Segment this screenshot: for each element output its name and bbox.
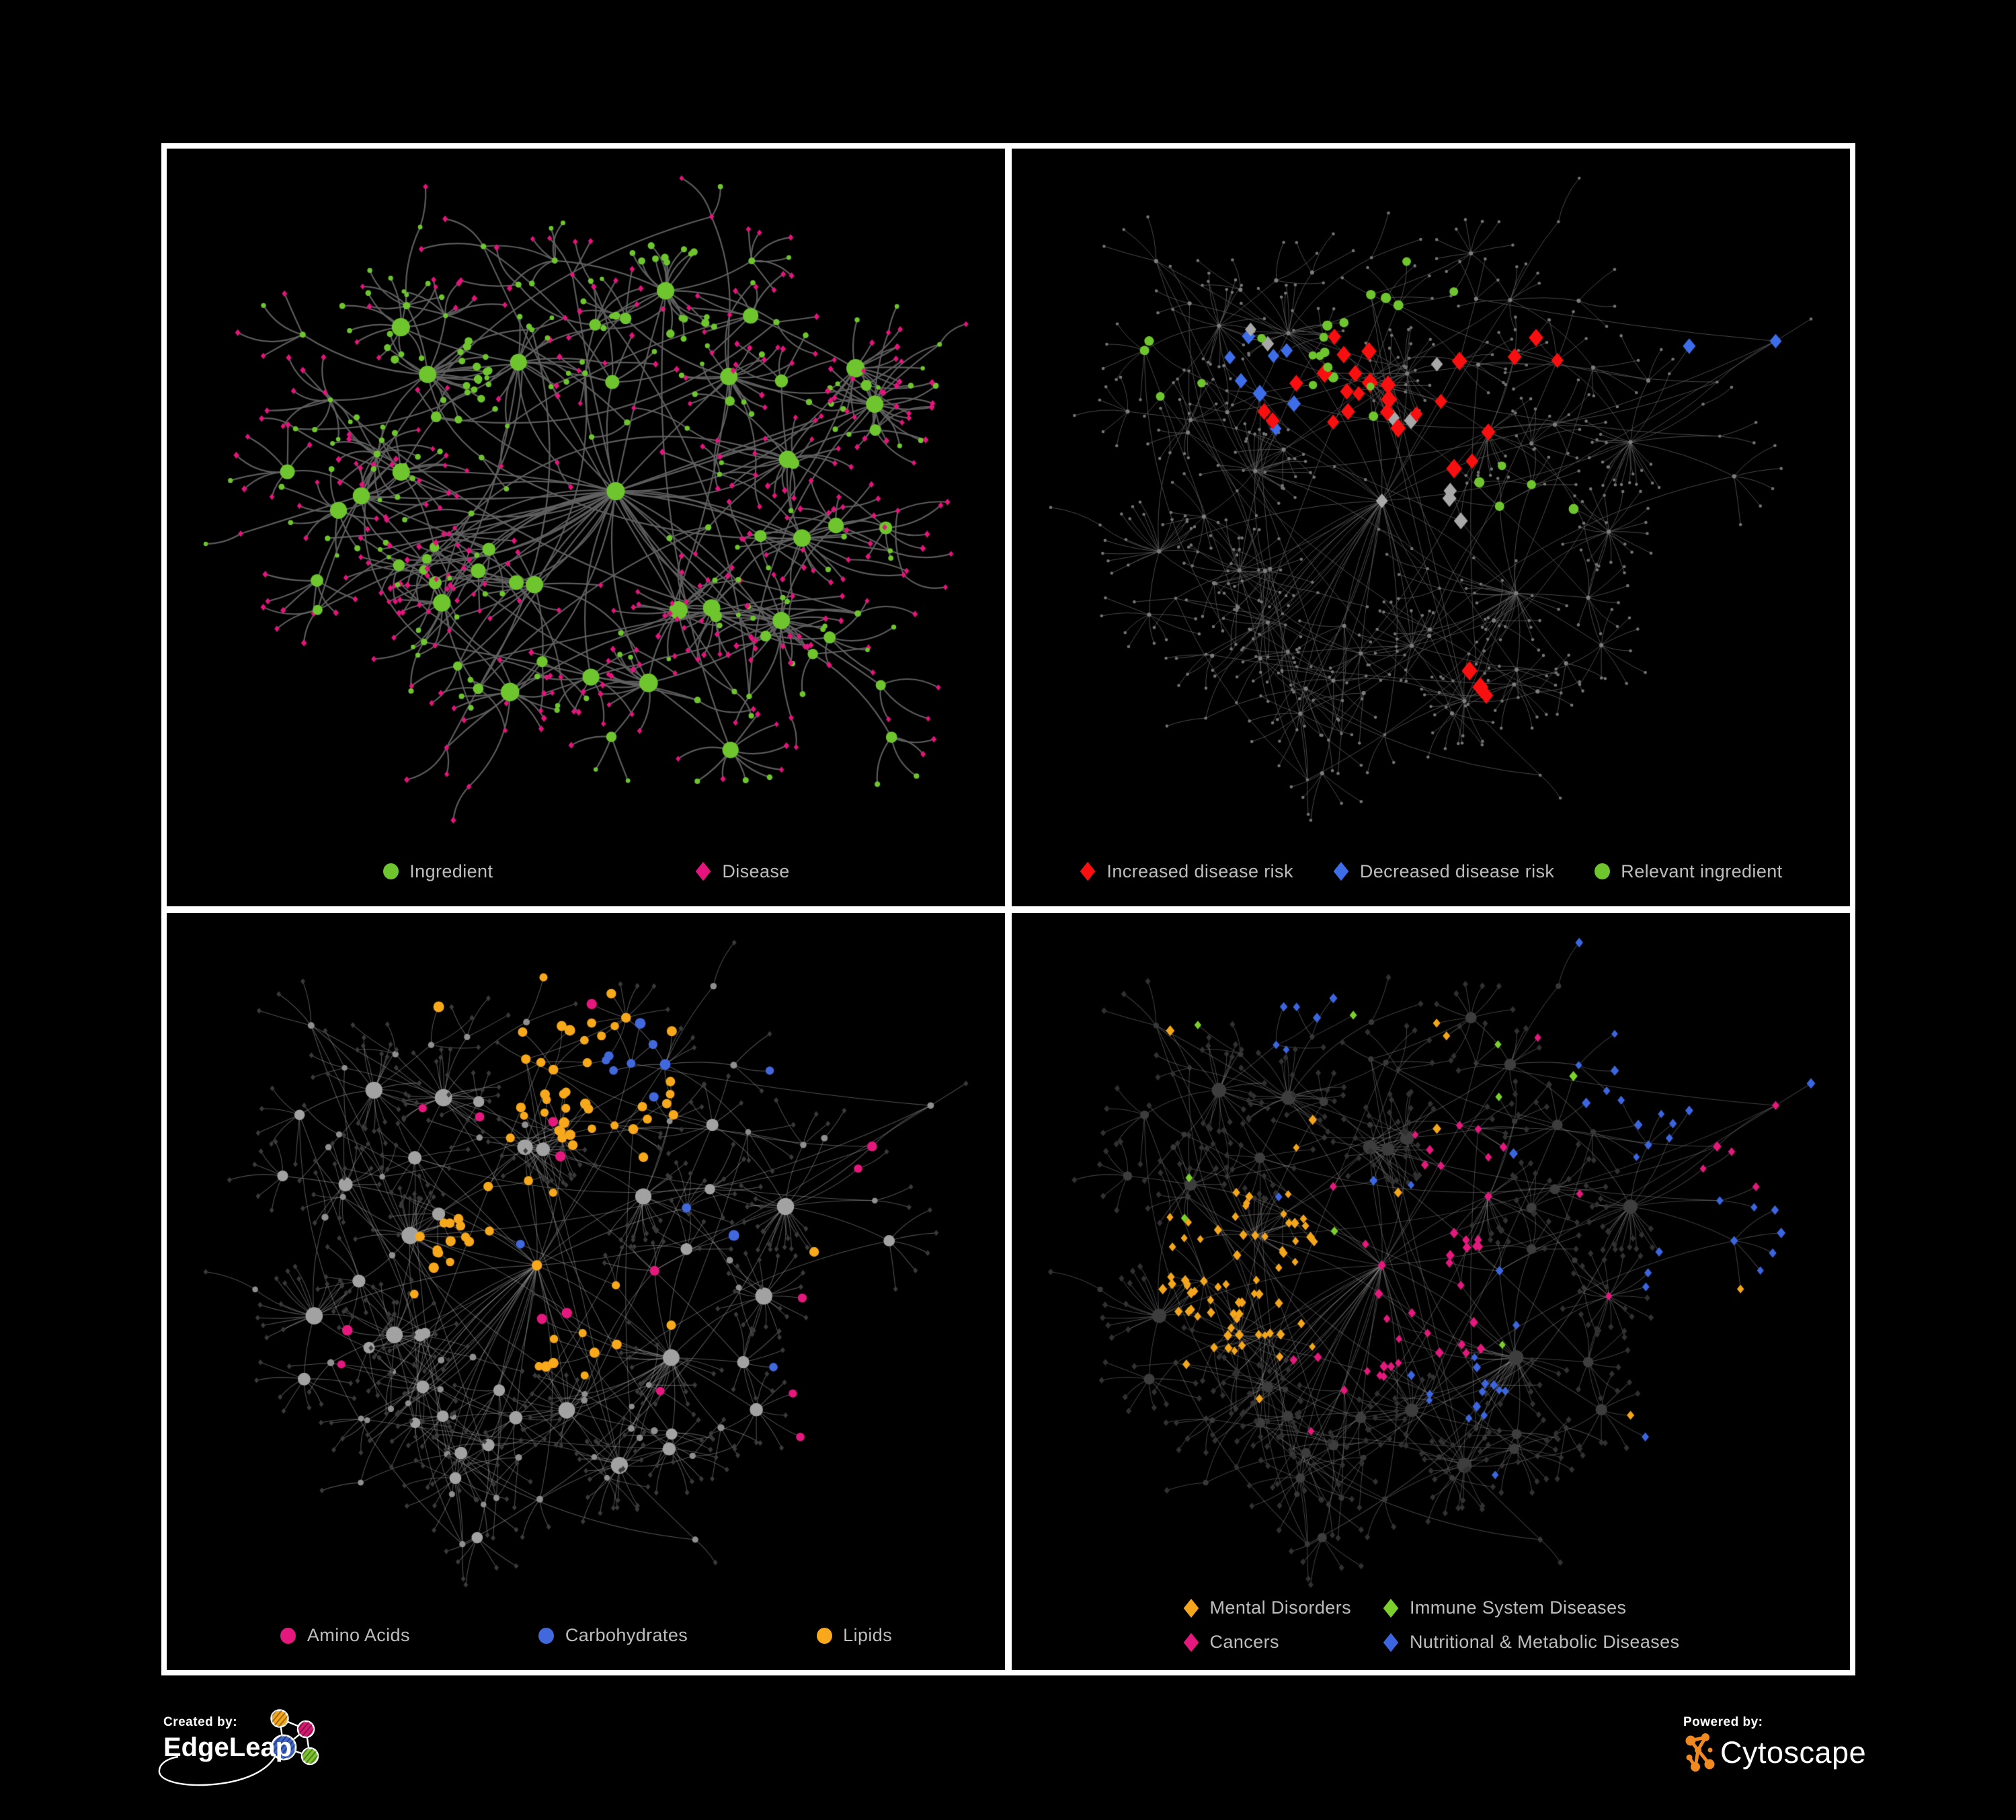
legend-item-ingredient: Ingredient [382, 861, 493, 882]
legend-label: Mental Disorders [1209, 1597, 1351, 1618]
edgeleap-credit: Created by: EdgeLeap [158, 1709, 338, 1815]
created-by-label: Created by: [163, 1715, 238, 1729]
legend-diamond-marker [1382, 1632, 1400, 1652]
edgeleap-swoosh-curve [158, 1755, 276, 1786]
legend-item-disease: Disease [694, 861, 789, 882]
legend-nutrient-categories: Amino Acids Carbohydrates Lipids [167, 1625, 1005, 1646]
legend-diamond-marker [1382, 1598, 1400, 1618]
legend-circle-marker [382, 863, 399, 880]
panel-disease-risk-network: Increased disease risk Decreased disease … [1012, 149, 1850, 906]
legend-label: Relevant ingredient [1621, 861, 1783, 881]
legend-label: Carbohydrates [565, 1625, 688, 1645]
legend-diamond-marker [694, 861, 712, 881]
legend-item-cancers: Cancers [1182, 1632, 1279, 1653]
legend-item-nutritional-metabolic-diseases: Nutritional & Metabolic Diseases [1382, 1632, 1679, 1653]
cytoscape-icon [1685, 1733, 1715, 1772]
network-canvas-disease-risk [1012, 149, 1850, 906]
cytoscape-credit: Powered by: Cytoscape [1683, 1715, 1866, 1773]
legend-item-decreased-disease-risk: Decreased disease risk [1332, 861, 1554, 882]
legend-item-lipids: Lipids [815, 1625, 892, 1646]
legend-circle-marker [538, 1627, 555, 1645]
legend-diamond-marker [1182, 1598, 1200, 1618]
legend-label: Increased disease risk [1106, 861, 1293, 881]
legend-item-mental-disorders: Mental Disorders [1182, 1597, 1351, 1618]
legend-label: Immune System Diseases [1410, 1597, 1627, 1618]
legend-diamond-marker [1182, 1632, 1200, 1652]
edgeleap-logo-nodes [270, 1709, 319, 1766]
panel-disease-category-network: Mental Disorders Immune System Diseases Ca… [1012, 912, 1850, 1670]
legend-item-carbohydrates: Carbohydrates [538, 1625, 688, 1646]
legend-label: Cancers [1209, 1632, 1279, 1652]
legend-item-immune-system-diseases: Immune System Diseases [1382, 1597, 1626, 1618]
panel-ingredient-disease-network: Ingredient Disease [167, 149, 1005, 906]
network-canvas-ingredient-disease [167, 149, 1005, 906]
panel-nutrient-category-network: Amino Acids Carbohydrates Lipids [167, 912, 1005, 1670]
legend-circle-marker [1593, 863, 1611, 880]
legend-disease-categories: Mental Disorders Immune System Diseases Ca… [1012, 1597, 1850, 1653]
edgeleap-logo: EdgeLeap [158, 1709, 319, 1786]
powered-by-label: Powered by: [1683, 1715, 1763, 1729]
legend-disease-risk: Increased disease risk Decreased disease … [1012, 861, 1850, 882]
cytoscape-lockup: Cytoscape [1683, 1733, 1866, 1773]
legend-label: Ingredient [409, 861, 493, 881]
legend-ingredient-disease: Ingredient Disease [167, 861, 1005, 882]
panel-grid: Ingredient Disease Increased disease risk… [161, 143, 1855, 1675]
legend-item-relevant-ingredient: Relevant ingredient [1593, 861, 1782, 882]
cytoscape-wordmark: Cytoscape [1720, 1735, 1867, 1770]
legend-label: Amino Acids [307, 1625, 410, 1645]
legend-diamond-marker [1332, 861, 1350, 881]
edgeleap-wordmark: EdgeLeap [163, 1733, 292, 1762]
legend-item-amino-acids: Amino Acids [280, 1625, 410, 1646]
legend-circle-marker [815, 1627, 833, 1645]
legend-label: Disease [722, 861, 790, 881]
legend-diamond-marker [1079, 861, 1096, 881]
network-canvas-nutrient-categories [167, 912, 1005, 1670]
legend-label: Lipids [843, 1625, 893, 1645]
legend-label: Decreased disease risk [1359, 861, 1555, 881]
legend-item-increased-disease-risk: Increased disease risk [1079, 861, 1293, 882]
network-canvas-disease-categories [1012, 912, 1850, 1670]
legend-label: Nutritional & Metabolic Diseases [1410, 1632, 1680, 1652]
legend-circle-marker [280, 1627, 297, 1645]
